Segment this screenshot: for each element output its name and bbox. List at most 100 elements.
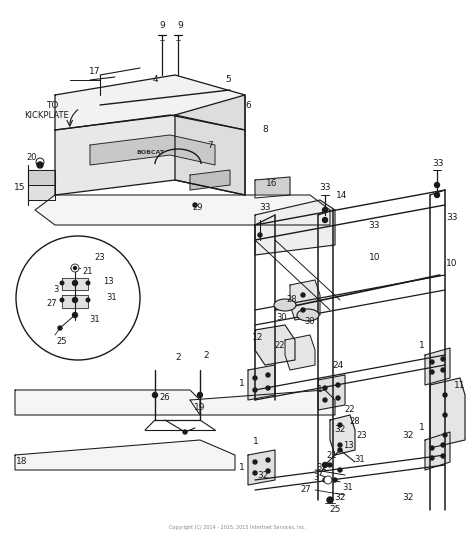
Text: 12: 12 <box>252 333 264 342</box>
Text: TO: TO <box>46 100 58 109</box>
Text: 22: 22 <box>275 341 285 349</box>
Text: 21: 21 <box>327 451 337 459</box>
Text: 9: 9 <box>159 21 165 30</box>
Circle shape <box>443 413 447 417</box>
Text: 31: 31 <box>107 294 117 302</box>
Text: 21: 21 <box>83 268 93 277</box>
Circle shape <box>193 203 197 207</box>
Text: 32: 32 <box>402 493 414 502</box>
Text: 25: 25 <box>57 337 67 347</box>
Circle shape <box>253 471 257 475</box>
Circle shape <box>73 266 76 270</box>
Polygon shape <box>62 295 88 308</box>
Circle shape <box>60 298 64 302</box>
Text: 1: 1 <box>419 423 425 433</box>
Circle shape <box>266 469 270 473</box>
Circle shape <box>37 162 43 168</box>
Circle shape <box>441 454 445 458</box>
Text: 20: 20 <box>27 153 37 162</box>
Text: 1: 1 <box>253 437 259 446</box>
Text: 2: 2 <box>175 354 181 363</box>
Text: 15: 15 <box>14 184 26 192</box>
Polygon shape <box>285 335 315 370</box>
Circle shape <box>336 383 340 387</box>
Circle shape <box>58 326 62 330</box>
Polygon shape <box>190 170 230 190</box>
Text: 14: 14 <box>337 191 348 200</box>
Text: 6: 6 <box>245 100 251 109</box>
Text: 10: 10 <box>369 254 381 263</box>
Circle shape <box>16 236 140 360</box>
Text: 28: 28 <box>287 295 297 304</box>
Polygon shape <box>55 75 245 130</box>
Text: 19: 19 <box>194 404 206 412</box>
Text: BOBCAT: BOBCAT <box>136 150 164 154</box>
Polygon shape <box>35 195 330 225</box>
Polygon shape <box>255 200 335 255</box>
Circle shape <box>258 233 262 237</box>
Circle shape <box>198 392 202 397</box>
Circle shape <box>323 478 327 482</box>
Circle shape <box>73 312 78 318</box>
Circle shape <box>73 280 78 286</box>
Text: 13: 13 <box>343 441 353 450</box>
Polygon shape <box>255 325 295 365</box>
Circle shape <box>266 458 270 462</box>
Circle shape <box>324 476 332 484</box>
Text: 10: 10 <box>446 258 458 268</box>
Text: 1: 1 <box>239 379 245 388</box>
Text: 28: 28 <box>350 418 360 427</box>
Text: 3: 3 <box>313 474 319 483</box>
Text: 8: 8 <box>262 125 268 135</box>
Circle shape <box>86 298 90 302</box>
Text: 24: 24 <box>332 360 344 370</box>
Polygon shape <box>248 365 275 400</box>
Text: 5: 5 <box>225 75 231 84</box>
Circle shape <box>73 297 78 302</box>
Ellipse shape <box>274 299 296 311</box>
Circle shape <box>253 388 257 392</box>
Text: 33: 33 <box>259 202 271 211</box>
Text: 4: 4 <box>152 75 158 84</box>
Circle shape <box>338 423 342 427</box>
Circle shape <box>86 281 90 285</box>
Circle shape <box>322 462 328 467</box>
Text: 13: 13 <box>103 278 113 287</box>
Circle shape <box>60 281 64 285</box>
Circle shape <box>430 370 434 374</box>
Circle shape <box>328 463 332 467</box>
Circle shape <box>443 393 447 397</box>
Polygon shape <box>28 170 55 185</box>
Text: 22: 22 <box>345 405 355 414</box>
Circle shape <box>322 208 328 213</box>
Circle shape <box>327 497 333 503</box>
Polygon shape <box>425 432 450 470</box>
Text: 33: 33 <box>432 159 444 168</box>
Text: 33: 33 <box>368 221 380 230</box>
Text: 7: 7 <box>207 140 213 150</box>
Polygon shape <box>248 450 275 485</box>
Polygon shape <box>425 348 450 385</box>
Circle shape <box>435 192 439 198</box>
Polygon shape <box>330 415 355 455</box>
Text: 2: 2 <box>203 351 209 360</box>
Circle shape <box>301 293 305 297</box>
Circle shape <box>441 443 445 447</box>
Polygon shape <box>62 278 88 290</box>
Text: 17: 17 <box>89 67 100 75</box>
Circle shape <box>153 392 157 397</box>
Text: 3: 3 <box>53 286 59 294</box>
Polygon shape <box>15 440 235 470</box>
Circle shape <box>266 373 270 377</box>
Text: 32: 32 <box>334 493 346 502</box>
Circle shape <box>266 386 270 390</box>
Circle shape <box>323 386 327 390</box>
Circle shape <box>36 158 44 166</box>
Text: 9: 9 <box>177 21 183 30</box>
Circle shape <box>71 264 79 272</box>
Circle shape <box>336 396 340 400</box>
Polygon shape <box>318 375 345 410</box>
Ellipse shape <box>297 309 319 321</box>
Polygon shape <box>255 177 290 198</box>
Text: 30: 30 <box>305 318 315 326</box>
